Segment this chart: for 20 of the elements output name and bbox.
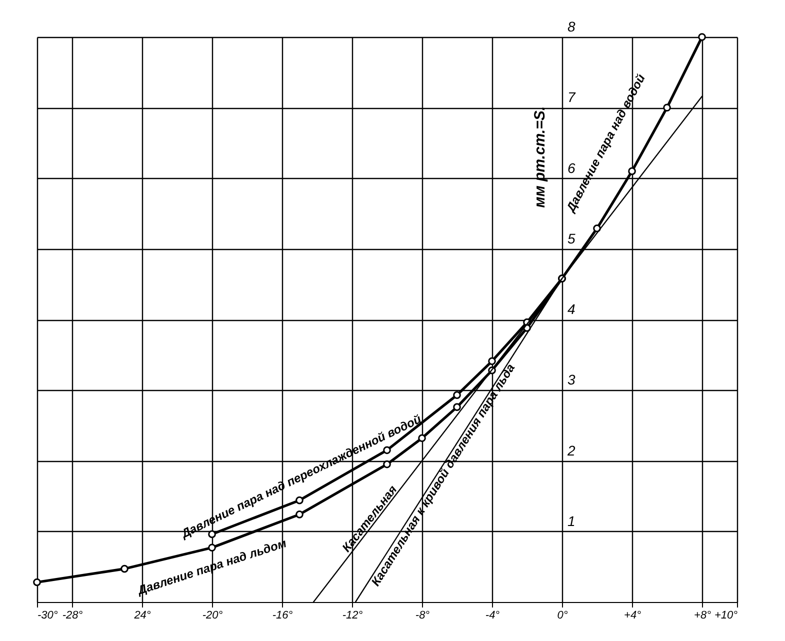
x-tick-label: +10° xyxy=(714,610,738,622)
x-tick-label: -20° xyxy=(202,610,224,622)
x-tick-label: -4° xyxy=(485,610,500,622)
x-tick-label: +4° xyxy=(624,610,642,622)
y-tick-label: 8 xyxy=(568,18,576,34)
y-tick-label: 7 xyxy=(568,89,576,106)
y-tick-label: 4 xyxy=(568,301,576,317)
y-tick-label: 1 xyxy=(568,512,576,529)
x-tick-label: -8° xyxy=(415,610,430,622)
x-tick-label: -16° xyxy=(272,610,294,622)
y-axis-title: мм рт.ст.=S. xyxy=(531,106,548,208)
y-tick-label: 5 xyxy=(568,230,576,246)
x-tick-label: -12° xyxy=(342,610,364,622)
x-tick-label: 24° xyxy=(133,610,152,622)
x-tick-label: -30° xyxy=(38,610,58,622)
x-tick-label: 0° xyxy=(557,610,568,622)
y-tick-label: 2 xyxy=(566,442,576,458)
x-tick-label: -28° xyxy=(62,610,84,622)
y-tick-label: 3 xyxy=(568,372,576,388)
x-tick-label: +8° xyxy=(694,610,712,622)
